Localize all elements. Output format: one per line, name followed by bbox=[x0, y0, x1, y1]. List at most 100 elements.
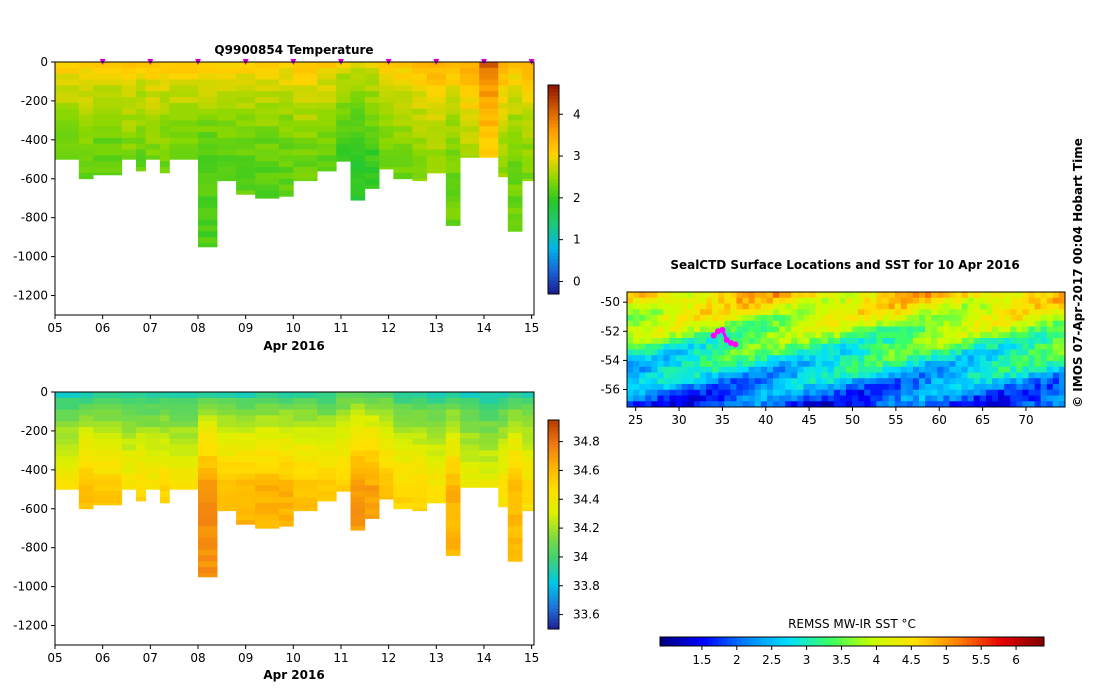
sst-cell bbox=[718, 389, 725, 396]
section-cell bbox=[255, 438, 280, 445]
section-cell bbox=[445, 409, 461, 416]
section-cell bbox=[350, 403, 366, 410]
sst-cell bbox=[821, 338, 829, 345]
sst-cell bbox=[754, 401, 762, 408]
section-cell bbox=[350, 137, 366, 145]
sst-cell bbox=[827, 320, 835, 327]
sst-cell bbox=[773, 309, 780, 316]
section-cell bbox=[121, 415, 137, 422]
sst-cell bbox=[821, 395, 829, 402]
section-cell bbox=[317, 421, 337, 428]
sst-cell bbox=[760, 309, 768, 316]
sst-cell bbox=[1028, 292, 1035, 299]
section-cell bbox=[93, 403, 123, 410]
sst-cell bbox=[712, 401, 719, 408]
section-cell bbox=[445, 62, 461, 69]
sst-cell bbox=[985, 343, 993, 350]
colorbar-segment bbox=[548, 608, 559, 613]
section-cell bbox=[507, 537, 523, 545]
sst-cell bbox=[955, 366, 962, 373]
sst-cell bbox=[839, 401, 847, 408]
sst-cell bbox=[1010, 332, 1017, 339]
section-cell bbox=[255, 415, 280, 422]
sst-cell bbox=[888, 297, 896, 304]
sst-cell bbox=[931, 389, 938, 396]
section-cell bbox=[336, 485, 351, 492]
sst-cell bbox=[669, 332, 677, 339]
sst-cell bbox=[894, 343, 902, 350]
section-cell bbox=[217, 85, 237, 92]
sst-cell bbox=[797, 315, 804, 322]
sst-cell bbox=[985, 315, 993, 322]
section-cell bbox=[159, 392, 170, 399]
colorbar-segment bbox=[813, 637, 819, 646]
section-cell bbox=[217, 415, 237, 422]
sst-cell bbox=[955, 361, 962, 368]
sst-cell bbox=[858, 326, 865, 333]
section-cell bbox=[93, 479, 123, 486]
sst-cell bbox=[894, 395, 902, 402]
sst-cell bbox=[882, 297, 889, 304]
sst-cell bbox=[748, 384, 756, 391]
section-cell bbox=[121, 456, 137, 463]
sst-cell bbox=[967, 349, 975, 356]
colorbar-segment bbox=[1015, 637, 1021, 646]
sst-cell bbox=[1016, 389, 1023, 396]
section-cell bbox=[197, 172, 218, 180]
colorbar-segment bbox=[548, 496, 559, 501]
sst-cell bbox=[961, 292, 969, 299]
colorbar-tick-label: 3 bbox=[573, 149, 581, 163]
sst-cell bbox=[663, 349, 670, 356]
sst-cell bbox=[1046, 361, 1054, 368]
sst-cell bbox=[961, 297, 969, 304]
sst-cell bbox=[633, 401, 640, 408]
sst-cell bbox=[900, 395, 908, 402]
section-cell bbox=[236, 178, 256, 186]
section-cell bbox=[136, 161, 146, 168]
section-cell bbox=[379, 462, 394, 469]
sst-cell bbox=[754, 303, 762, 310]
x-tick-label: 06 bbox=[95, 651, 110, 665]
colorbar-segment bbox=[967, 637, 973, 646]
sst-cell bbox=[864, 384, 871, 391]
section-cell bbox=[350, 462, 366, 469]
sst-cell bbox=[675, 384, 683, 391]
section-cell bbox=[145, 120, 161, 127]
sst-cell bbox=[894, 378, 902, 385]
section-cell bbox=[78, 149, 94, 156]
section-cell bbox=[217, 178, 237, 182]
section-cell bbox=[293, 409, 318, 416]
section-cell bbox=[279, 485, 294, 492]
sst-cell bbox=[797, 378, 804, 385]
section-cell bbox=[507, 172, 523, 180]
sst-cell bbox=[754, 309, 762, 316]
section-cell bbox=[255, 479, 280, 486]
sst-cell bbox=[681, 326, 689, 333]
sst-cell bbox=[803, 372, 810, 379]
section-cell bbox=[293, 114, 318, 121]
sst-cell bbox=[839, 378, 847, 385]
sst-cell bbox=[681, 389, 689, 396]
section-cell bbox=[255, 450, 280, 457]
sst-cell bbox=[888, 326, 896, 333]
section-cell bbox=[136, 79, 146, 86]
section-cell bbox=[412, 508, 428, 512]
sst-cell bbox=[724, 384, 731, 391]
section-cell bbox=[507, 126, 523, 133]
section-cell bbox=[445, 79, 461, 86]
section-cell bbox=[78, 114, 94, 121]
sst-cell bbox=[1058, 395, 1066, 402]
section-cell bbox=[159, 467, 170, 475]
section-cell bbox=[350, 438, 366, 445]
sst-cell bbox=[973, 355, 981, 362]
sst-cell bbox=[742, 401, 750, 408]
sst-cell bbox=[645, 389, 652, 396]
section-cell bbox=[479, 120, 499, 127]
section-cell bbox=[498, 397, 509, 405]
sst-cell bbox=[785, 361, 792, 368]
sst-cell bbox=[1058, 332, 1066, 339]
sst-cell bbox=[900, 355, 908, 362]
sst-cell bbox=[706, 332, 713, 339]
sst-cell bbox=[791, 378, 798, 385]
section-cell bbox=[364, 438, 380, 445]
